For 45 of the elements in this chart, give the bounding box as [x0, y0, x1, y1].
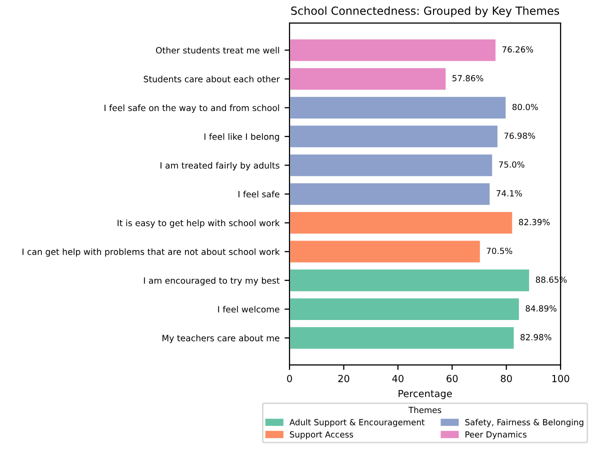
data-label: 76.26% — [502, 46, 534, 53]
y-tick-label: I am treated fairly by adults — [160, 162, 280, 170]
y-tick-label: I feel safe — [238, 190, 280, 198]
data-label: 76.98% — [504, 132, 536, 139]
bar — [290, 124, 499, 149]
bar — [290, 268, 530, 293]
y-tick-label: I feel welcome — [218, 306, 280, 313]
y-tick-label: Other students treat me well — [156, 46, 279, 54]
data-label: 82.39% — [518, 218, 550, 226]
x-tick-label: 60 — [446, 374, 458, 382]
data-label: 82.98% — [520, 334, 552, 340]
bar — [290, 96, 508, 120]
bar — [290, 210, 514, 236]
legend-label: Adult Support & Encouragement — [289, 418, 425, 427]
y-tick-label: It is easy to get help with school work — [118, 220, 280, 228]
x-axis-title: Percentage — [398, 390, 452, 400]
x-tick-label: 20 — [338, 374, 350, 382]
bar — [290, 182, 492, 206]
y-tick-label: I feel safe on the way to and from school — [104, 104, 279, 113]
data-label: 70.5% — [486, 248, 512, 254]
bar — [290, 38, 497, 62]
bar — [290, 239, 482, 264]
x-tick-label: 40 — [392, 374, 404, 382]
legend-label: Peer Dynamics — [466, 431, 526, 440]
data-label: 74.1% — [496, 190, 522, 196]
bar — [290, 296, 520, 322]
bar — [290, 326, 516, 350]
x-tick-label: 0 — [287, 374, 292, 382]
bar — [290, 66, 448, 92]
data-label: 80.0% — [512, 104, 538, 110]
bar — [290, 153, 494, 178]
legend-title: Themes — [408, 406, 442, 414]
y-tick-label: I feel like I belong — [204, 133, 280, 142]
y-tick-label: I can get help with problems that are not about school work — [22, 248, 280, 257]
chart-title: School Connectedness: Grouped by Key Themes — [291, 6, 560, 18]
x-tick-label: 80 — [500, 374, 512, 382]
data-label: 75.0% — [499, 161, 524, 168]
x-tick-label: 100 — [552, 374, 570, 382]
legend-label: Safety, Fairness & Belonging — [465, 418, 584, 427]
y-tick-label: My teachers care about me — [162, 334, 280, 343]
data-label: 84.89% — [526, 305, 556, 312]
legend-label: Support Access — [290, 431, 354, 440]
data-label: 57.86% — [452, 75, 484, 82]
y-tick-label: Students care about each other — [144, 76, 280, 82]
y-tick-label: I am encouraged to try my best — [144, 277, 280, 286]
